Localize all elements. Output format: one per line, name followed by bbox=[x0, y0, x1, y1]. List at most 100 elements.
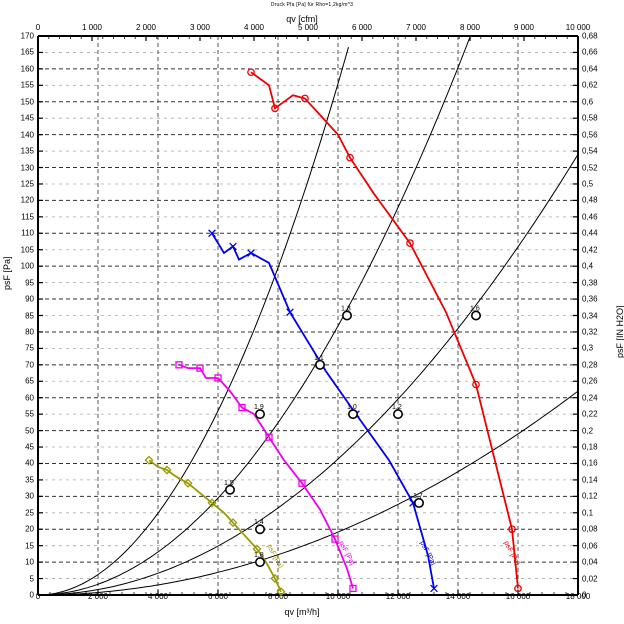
tick-top-0: 0 bbox=[35, 23, 41, 32]
system-curve-2 bbox=[37, 36, 471, 596]
operating-point-1.7[interactable] bbox=[413, 497, 424, 508]
operating-point-1.4[interactable] bbox=[255, 524, 266, 535]
operating-points: 1.0 1.1 1.4 1.5 1.2 1.3 1.6 1.7 1.8 1.9 bbox=[224, 306, 481, 568]
operating-point-1.9[interactable] bbox=[255, 409, 266, 420]
tick-left-12: 60 bbox=[25, 393, 34, 403]
operating-point-1.3[interactable] bbox=[341, 310, 352, 321]
tick-right-12: 0,24 bbox=[582, 393, 598, 403]
tick-bottom-7: 14 000 bbox=[445, 592, 471, 601]
operating-point-label-1.4: 1.4 bbox=[254, 519, 264, 526]
tick-left-24: 120 bbox=[20, 195, 34, 205]
operating-point-label-1.7: 1.7 bbox=[413, 493, 423, 500]
tick-right-28: 0,56 bbox=[582, 130, 598, 140]
tick-top-9: 9 000 bbox=[513, 23, 535, 32]
system-curves bbox=[37, 36, 579, 596]
tick-top-2: 2 000 bbox=[135, 23, 157, 32]
tick-right-27: 0,54 bbox=[582, 146, 598, 156]
tick-left-9: 45 bbox=[25, 442, 34, 452]
tick-right-11: 0,22 bbox=[582, 409, 598, 419]
tick-right-29: 0,58 bbox=[582, 113, 598, 123]
tick-right-1: 0,02 bbox=[582, 574, 598, 584]
tick-right-34: 0,68 bbox=[582, 31, 598, 41]
tick-left-32: 160 bbox=[20, 64, 34, 74]
tick-right-20: 0,4 bbox=[582, 261, 594, 271]
tick-right-21: 0,42 bbox=[582, 245, 598, 255]
tick-top-5: 5 000 bbox=[297, 23, 319, 32]
tick-left-10: 50 bbox=[25, 426, 34, 436]
curve-label-1: psF [Pa] bbox=[418, 540, 436, 566]
tick-top-6: 6 000 bbox=[351, 23, 373, 32]
operating-point-1.6[interactable] bbox=[470, 310, 481, 321]
tick-bottom-0: 0 bbox=[35, 592, 41, 601]
tick-right-19: 0,38 bbox=[582, 278, 598, 288]
tick-left-13: 65 bbox=[25, 376, 34, 386]
operating-point-1.8[interactable] bbox=[255, 557, 266, 568]
operating-point-label-1.8: 1.8 bbox=[254, 552, 264, 559]
tick-right-31: 0,62 bbox=[582, 80, 598, 90]
tick-bottom-5: 10 000 bbox=[325, 592, 351, 601]
tick-right-10: 0,2 bbox=[582, 426, 594, 436]
operating-point-label-1.2: 1.2 bbox=[392, 404, 402, 411]
tick-left-3: 15 bbox=[25, 541, 34, 551]
operating-point-label-1.0: 1.0 bbox=[347, 404, 357, 411]
tick-left-31: 155 bbox=[20, 80, 34, 90]
tick-left-17: 85 bbox=[25, 311, 34, 320]
tick-left-19: 95 bbox=[25, 278, 34, 288]
tick-left-4: 20 bbox=[25, 524, 34, 534]
operating-point-label-1.5: 1.5 bbox=[224, 480, 234, 487]
tick-left-34: 170 bbox=[20, 31, 34, 41]
tick-top-8: 8 000 bbox=[459, 23, 481, 32]
tick-left-30: 150 bbox=[20, 97, 34, 107]
tick-right-7: 0,14 bbox=[582, 475, 598, 485]
tick-bottom-4: 8 000 bbox=[267, 592, 289, 601]
tick-left-14: 70 bbox=[25, 360, 34, 370]
tick-left-20: 100 bbox=[20, 261, 34, 271]
tick-right-18: 0,36 bbox=[582, 294, 598, 304]
tick-right-17: 0,34 bbox=[582, 311, 598, 320]
tick-right-26: 0,52 bbox=[582, 163, 598, 173]
tick-bottom-6: 12 000 bbox=[385, 592, 411, 601]
tick-top-7: 7 000 bbox=[405, 23, 427, 32]
tick-left-28: 140 bbox=[20, 130, 34, 140]
tick-top-4: 4 000 bbox=[243, 23, 265, 32]
tick-bottom-3: 6 000 bbox=[207, 592, 229, 601]
tick-right-13: 0,26 bbox=[582, 376, 598, 386]
curve-label-0: psF [Pa] bbox=[502, 540, 520, 566]
operating-point-1.5[interactable] bbox=[225, 484, 236, 495]
tick-left-0: 0 bbox=[29, 590, 34, 600]
tick-left-11: 55 bbox=[25, 409, 34, 419]
tick-bottom-9: 18 000 bbox=[565, 592, 591, 601]
tick-right-9: 0,18 bbox=[582, 442, 598, 452]
tick-bottom-2: 4 000 bbox=[147, 592, 169, 601]
tick-left-22: 110 bbox=[21, 228, 34, 238]
axis-frame bbox=[37, 35, 579, 596]
tick-right-3: 0,06 bbox=[582, 541, 598, 551]
tick-right-5: 0,1 bbox=[582, 508, 594, 518]
fan-curve-line-2 bbox=[178, 363, 354, 589]
bottom-axis-title: qv [m³/h] bbox=[284, 607, 320, 617]
tick-left-29: 145 bbox=[20, 113, 34, 123]
operating-point-1.0[interactable] bbox=[347, 409, 358, 420]
system-curve-4 bbox=[38, 390, 579, 596]
tick-right-32: 0,64 bbox=[582, 64, 598, 74]
gridlines bbox=[38, 35, 579, 595]
tick-right-14: 0,28 bbox=[582, 360, 598, 370]
tick-left-26: 130 bbox=[20, 163, 34, 173]
operating-point-1.2[interactable] bbox=[392, 409, 403, 420]
tick-left-7: 35 bbox=[25, 475, 34, 485]
tick-left-6: 30 bbox=[25, 491, 34, 501]
tick-left-2: 10 bbox=[25, 557, 34, 567]
operating-point-label-1.1: 1.1 bbox=[314, 355, 324, 362]
tick-left-15: 75 bbox=[25, 343, 34, 353]
tick-right-8: 0,16 bbox=[582, 458, 598, 468]
system-curve-1 bbox=[37, 47, 349, 596]
top-axis-title: qv [cfm] bbox=[286, 14, 318, 24]
tick-right-2: 0,04 bbox=[582, 557, 598, 567]
tick-left-21: 105 bbox=[20, 245, 34, 255]
fan-curve-2: psF [Pa] bbox=[175, 361, 357, 593]
tick-right-16: 0,32 bbox=[582, 327, 598, 337]
operating-point-1.1[interactable] bbox=[314, 359, 325, 370]
system-curve-3 bbox=[38, 154, 579, 596]
